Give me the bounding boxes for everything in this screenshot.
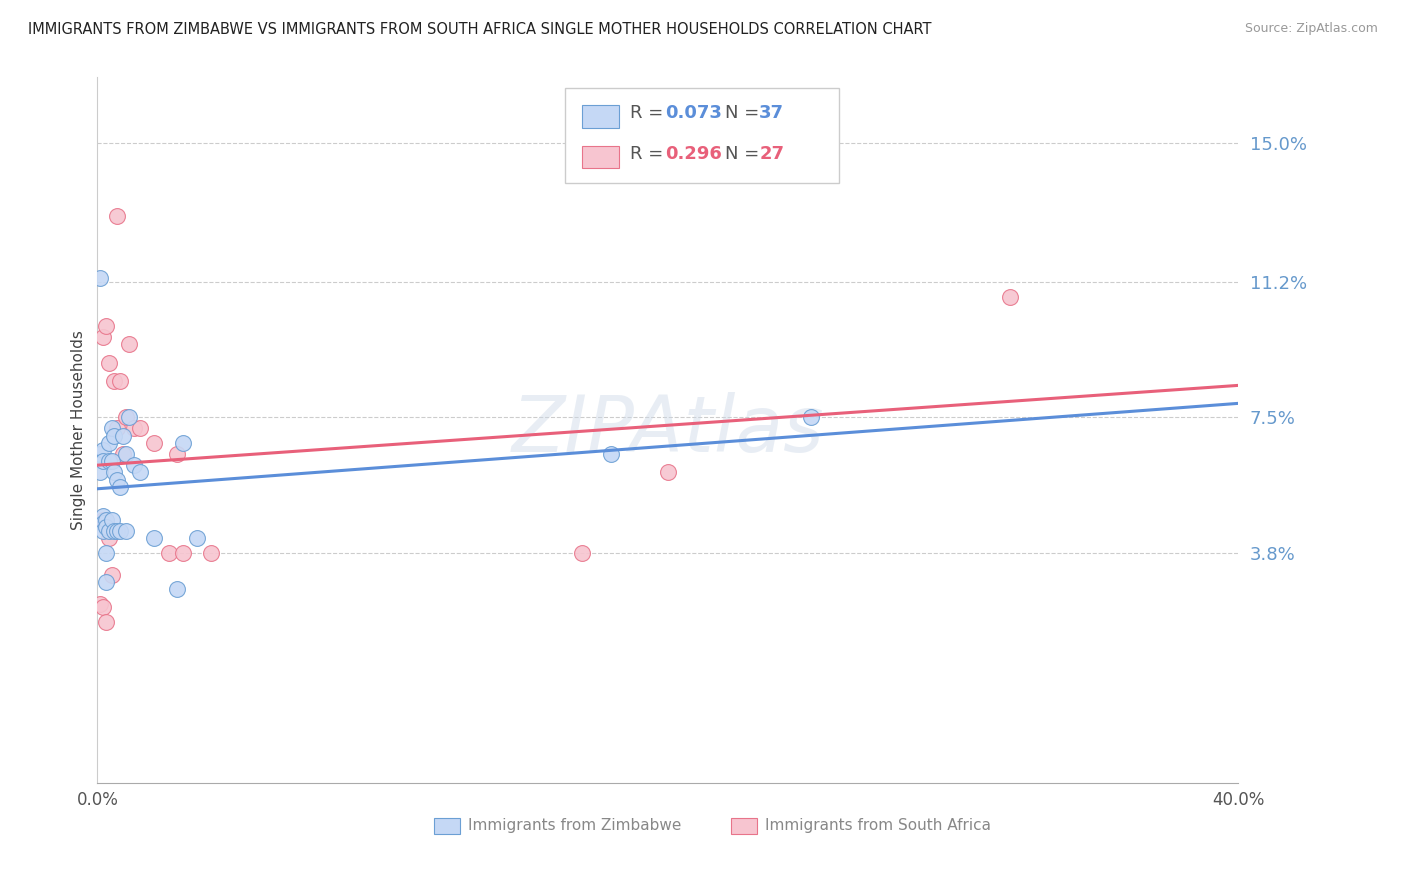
Point [91,509,114,524]
Point [97,454,120,468]
Text: 27: 27 [759,145,785,163]
Point [105,473,128,487]
Point [91,513,114,527]
Text: R =: R = [630,104,669,122]
Point [124,458,146,472]
Point [105,210,128,224]
Text: ZIPAtlas: ZIPAtlas [512,392,824,468]
Text: 37: 37 [759,104,785,122]
Point [97,436,120,450]
Point [89,447,111,461]
Point [118,337,141,351]
Point [105,524,128,538]
Point [100,421,122,435]
Text: N =: N = [725,104,765,122]
Point [657,465,679,479]
Point [94,615,117,629]
Point [91,443,114,458]
Point [103,428,125,442]
Text: 0.296: 0.296 [665,145,723,163]
FancyBboxPatch shape [434,818,460,834]
FancyBboxPatch shape [731,818,756,834]
Point [94,546,117,560]
Point [799,410,821,425]
Point [91,524,114,538]
Point [103,524,125,538]
Point [97,524,120,538]
Point [108,480,131,494]
Point [115,447,138,461]
Point [129,465,152,479]
Point [571,546,593,560]
Point [100,454,122,468]
Point [103,465,125,479]
Point [105,421,128,435]
Point [94,318,117,333]
Point [111,447,134,461]
Point [91,600,114,615]
Text: Immigrants from Zimbabwe: Immigrants from Zimbabwe [468,818,682,833]
Point [97,531,120,545]
Point [111,428,134,442]
FancyBboxPatch shape [565,88,839,183]
Text: R =: R = [630,145,669,163]
Point [186,531,208,545]
FancyBboxPatch shape [582,146,619,169]
Point [103,374,125,388]
Point [118,410,141,425]
Y-axis label: Single Mother Households: Single Mother Households [72,330,86,530]
Point [143,531,166,545]
Point [89,271,111,285]
FancyBboxPatch shape [582,105,619,128]
Point [172,436,194,450]
Point [998,290,1021,304]
Text: N =: N = [725,145,765,163]
Point [200,546,222,560]
Point [115,524,138,538]
Point [124,421,146,435]
Point [599,447,621,461]
Point [166,582,188,597]
Point [89,465,111,479]
Point [91,516,114,531]
Point [166,447,188,461]
Point [115,410,138,425]
Point [100,513,122,527]
Point [143,436,166,450]
Point [89,597,111,611]
Text: IMMIGRANTS FROM ZIMBABWE VS IMMIGRANTS FROM SOUTH AFRICA SINGLE MOTHER HOUSEHOLD: IMMIGRANTS FROM ZIMBABWE VS IMMIGRANTS F… [28,22,932,37]
Point [97,355,120,369]
Text: Source: ZipAtlas.com: Source: ZipAtlas.com [1244,22,1378,36]
Point [94,513,117,527]
Point [91,330,114,344]
Point [108,524,131,538]
Text: Immigrants from South Africa: Immigrants from South Africa [765,818,991,833]
Point [94,574,117,589]
Point [157,546,180,560]
Point [100,567,122,582]
Text: 0.073: 0.073 [665,104,723,122]
Point [94,520,117,534]
Point [94,516,117,531]
Point [108,374,131,388]
Point [91,454,114,468]
Point [172,546,194,560]
Point [129,421,152,435]
